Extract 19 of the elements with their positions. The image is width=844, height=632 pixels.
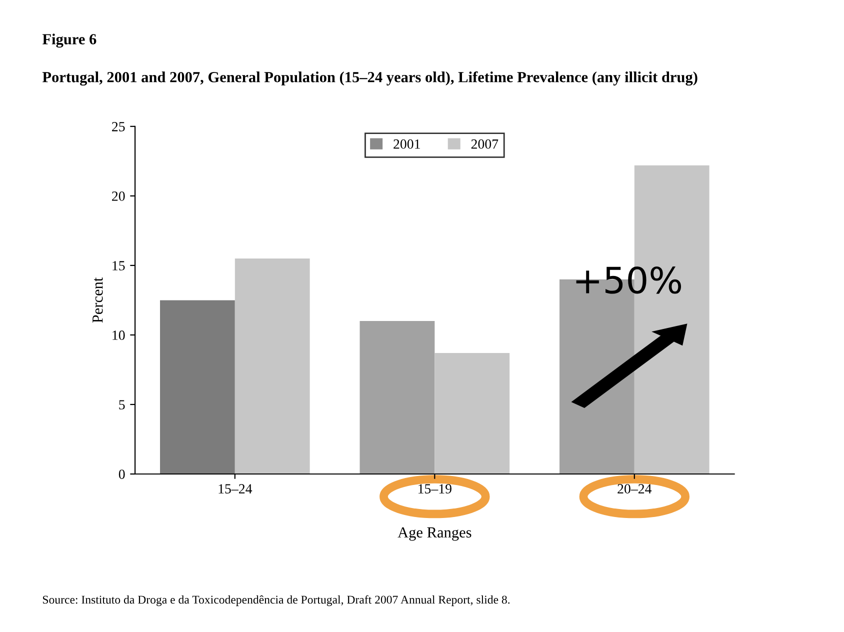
chart-title: Figure 6 <box>42 34 96 48</box>
x-tick-label: 20–24 <box>618 484 652 494</box>
y-axis-title: Percent <box>92 277 103 323</box>
x-axis-title: Age Ranges <box>398 527 472 541</box>
x-tick-label: 15–24 <box>218 484 252 494</box>
y-tick-label: 10 <box>112 330 125 340</box>
bar <box>160 300 235 474</box>
y-tick-label: 25 <box>112 122 125 132</box>
legend-label: 2007 <box>471 139 498 149</box>
legend-label: 2001 <box>394 139 420 149</box>
x-tick-label: 15–19 <box>418 484 452 494</box>
chart-subtitle: Portugal, 2001 and 2007, General Population (15–24 years old), Lifetime Prevalence (any illicit drug) <box>42 71 698 86</box>
y-tick-label: 5 <box>119 400 125 410</box>
source-note: Source: Instituto da Droga e da Toxicodependência de Portugal, Draft 2007 Annual Report, slide 8. <box>42 595 510 606</box>
bar <box>234 258 310 474</box>
y-tick-label: 20 <box>112 192 125 201</box>
annotation: +50% <box>576 266 682 294</box>
y-tick-label: 0 <box>118 470 125 479</box>
y-tick-label: 15 <box>112 261 125 270</box>
